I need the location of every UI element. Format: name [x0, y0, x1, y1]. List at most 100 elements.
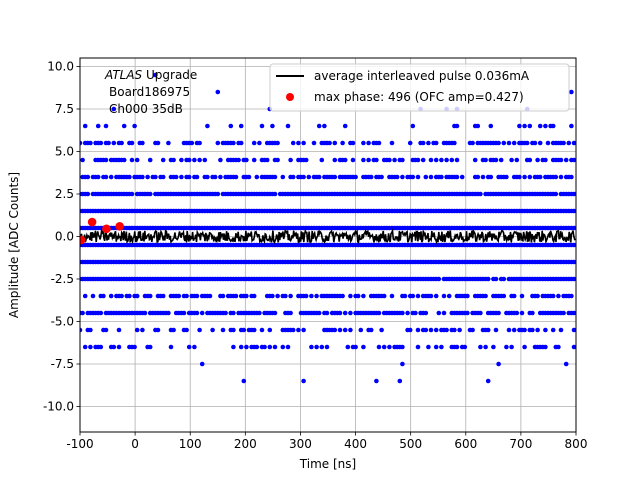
adc-sample-point [303, 157, 309, 163]
adc-sample-point [246, 174, 252, 180]
adc-sample-point [296, 327, 301, 333]
adc-sample-point [238, 123, 244, 129]
adc-sample-point [147, 293, 153, 299]
adc-sample-point [88, 344, 93, 350]
adc-sample-point [215, 140, 221, 146]
adc-sample-point [504, 344, 509, 350]
adc-sample-point [558, 327, 564, 333]
adc-sample-point [301, 174, 306, 180]
legend-red-marker [286, 93, 294, 101]
adc-sample-point [511, 293, 517, 299]
adc-sample-point [106, 140, 111, 146]
adc-sample-point [522, 174, 527, 180]
adc-sample-point [205, 123, 210, 129]
adc-sample-point [134, 293, 140, 299]
adc-sample-point [361, 140, 366, 146]
adc-sample-point [444, 157, 449, 163]
adc-sample-point [569, 89, 574, 95]
adc-sample-point [348, 293, 353, 299]
adc-sample-point [121, 157, 127, 163]
adc-sample-point [264, 157, 270, 163]
adc-sample-point [132, 344, 137, 350]
adc-sample-point [98, 310, 104, 316]
adc-sample-point [553, 191, 559, 197]
adc-sample-point [496, 310, 501, 316]
adc-sample-point [116, 327, 122, 333]
adc-sample-point [439, 344, 444, 350]
adc-sample-point [267, 344, 273, 350]
adc-sample-point [410, 174, 416, 180]
adc-sample-point [543, 327, 548, 333]
adc-sample-point [309, 344, 314, 350]
adc-sample-point [197, 157, 202, 163]
adc-sample-point [553, 174, 559, 180]
adc-sample-point [563, 157, 569, 163]
adc-sample-point [270, 123, 275, 129]
adc-sample-point [410, 123, 416, 129]
adc-sample-point [280, 344, 286, 350]
adc-sample-point [407, 327, 413, 333]
adc-sample-point [433, 157, 439, 163]
adc-sample-point [350, 140, 356, 146]
adc-sample-point [449, 157, 455, 163]
adc-sample-point [558, 157, 564, 163]
adc-sample-point [348, 310, 353, 316]
x-tick-label: 200 [234, 437, 257, 451]
adc-sample-point [405, 310, 410, 316]
adc-sample-point [571, 191, 576, 197]
adc-sample-point [280, 174, 286, 180]
adc-sample-point [145, 174, 150, 180]
adc-sample-point [462, 344, 468, 350]
adc-sample-point [470, 140, 475, 146]
adc-sample-point [543, 344, 548, 350]
adc-sample-point [543, 157, 548, 163]
adc-sample-point [571, 327, 576, 333]
adc-sample-point [194, 293, 200, 299]
adc-sample-point [550, 293, 556, 299]
adc-sample-point [171, 327, 176, 333]
adc-sample-point [155, 327, 161, 333]
adc-sample-point [436, 276, 442, 282]
adc-sample-point [358, 327, 364, 333]
adc-sample-point [324, 344, 330, 350]
adc-sample-point [496, 140, 501, 146]
adc-sample-point [374, 157, 379, 163]
adc-sample-point [82, 123, 88, 129]
adc-sample-point [197, 140, 202, 146]
adc-sample-point [101, 293, 106, 299]
x-tick-label: 700 [509, 437, 532, 451]
adc-sample-point [478, 310, 483, 316]
adc-sample-point [173, 174, 179, 180]
adc-sample-point [498, 157, 504, 163]
max-phase-point [80, 235, 86, 245]
adc-sample-point [353, 174, 358, 180]
adc-sample-point [199, 310, 205, 316]
adc-sample-point [433, 293, 439, 299]
adc-sample-point [345, 344, 351, 350]
adc-sample-point [410, 293, 416, 299]
adc-sample-point [88, 140, 93, 146]
adc-sample-point [571, 140, 576, 146]
adc-sample-point [95, 123, 101, 129]
adc-sample-point [454, 157, 460, 163]
legend-entry-average-pulse: average interleaved pulse 0.036mA [314, 69, 530, 83]
adc-sample-point [119, 293, 124, 299]
adc-sample-point [272, 174, 278, 180]
adc-sample-point [184, 293, 189, 299]
adc-sample-point [309, 293, 314, 299]
adc-sample-point [566, 140, 572, 146]
adc-sample-point [415, 157, 421, 163]
adc-sample-point [465, 293, 470, 299]
adc-sample-point [550, 327, 556, 333]
adc-sample-point [535, 293, 540, 299]
adc-sample-point [569, 293, 574, 299]
adc-sample-point [571, 242, 576, 248]
adc-sample-point [241, 378, 247, 384]
adc-sample-point [444, 327, 449, 333]
adc-sample-point [251, 140, 257, 146]
adc-sample-point [485, 276, 491, 282]
adc-sample-point [415, 327, 421, 333]
adc-sample-point [353, 344, 358, 350]
adc-sample-point [545, 140, 551, 146]
adc-sample-point [231, 344, 236, 350]
